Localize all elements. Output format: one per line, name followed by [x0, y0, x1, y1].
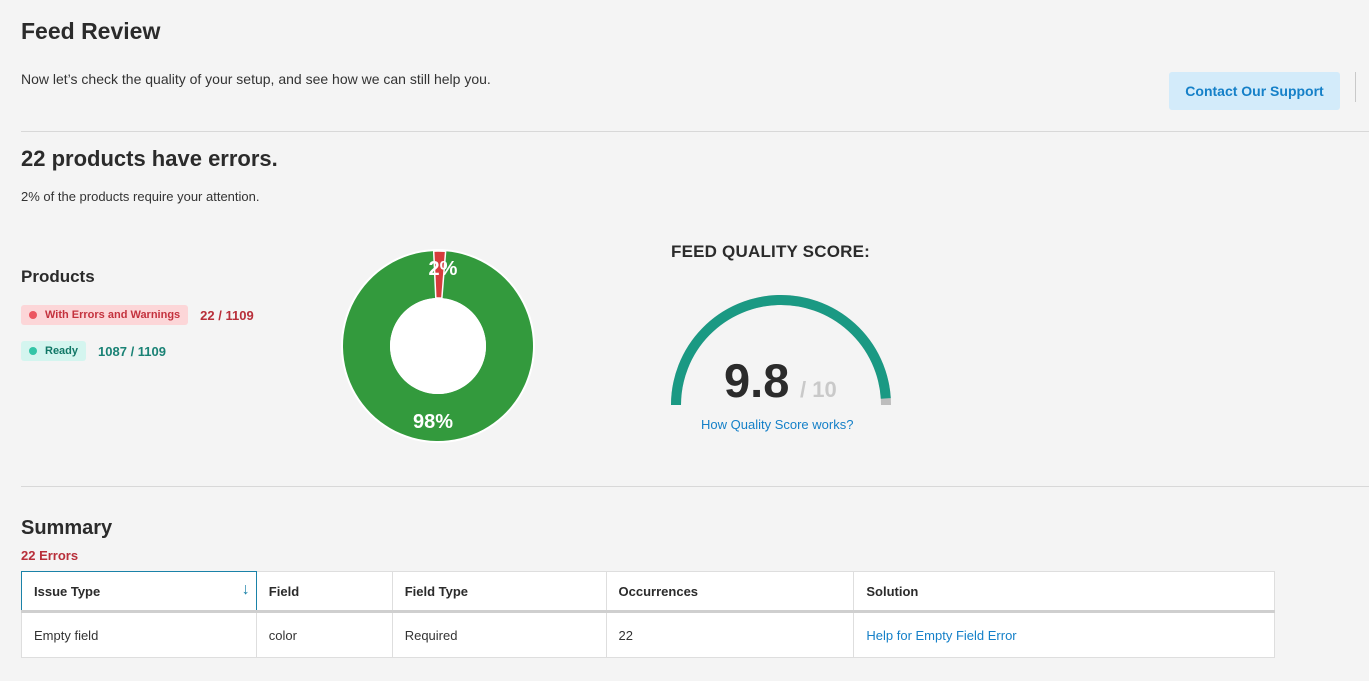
quality-gauge — [671, 295, 891, 406]
errors-badge: With Errors and Warnings — [21, 305, 189, 325]
column-header-occurrences[interactable]: Occurrences — [605, 571, 855, 613]
summary-errors-count: 22 Errors — [21, 548, 79, 563]
quality-score-value: 9.8 — [724, 354, 790, 407]
cell-field: color — [255, 611, 393, 658]
column-header-label: Issue Type — [34, 583, 101, 599]
cell-solution: Help for Empty Field Error — [853, 611, 1275, 658]
errors-badge-label: With Errors and Warnings — [45, 309, 181, 321]
donut-ready-label: 98% — [413, 411, 453, 433]
quality-score-title: FEED QUALITY SCORE: — [671, 242, 871, 261]
column-header-field-type[interactable]: Field Type — [391, 571, 607, 613]
quality-score-max: / 10 — [800, 377, 837, 402]
page-title: Feed Review — [21, 18, 161, 44]
gauge-score-arc — [671, 295, 891, 406]
section-divider — [21, 131, 1369, 132]
column-header-solution[interactable]: Solution — [853, 571, 1275, 613]
cell-field-type: Required — [391, 611, 607, 658]
errors-count: 22 / 1109 — [200, 307, 254, 323]
donut-error-label: 2% — [429, 258, 458, 280]
legend-ready: Ready 1087 / 1109 — [21, 341, 166, 361]
table-row: Empty field color Required 22 Help for E… — [21, 611, 1275, 658]
ready-dot-icon — [29, 347, 37, 355]
cell-occurrences: 22 — [605, 611, 855, 658]
quality-score-help-link[interactable]: How Quality Score works? — [701, 417, 854, 432]
products-donut-chart: 2% 98% — [341, 249, 535, 443]
section-divider — [21, 486, 1369, 487]
donut-hole — [390, 298, 486, 394]
summary-title: Summary — [21, 517, 113, 539]
errors-heading: 22 products have errors. — [21, 146, 278, 171]
legend-errors: With Errors and Warnings 22 / 1109 — [21, 305, 254, 325]
cell-issue-type: Empty field — [21, 611, 257, 658]
ready-count: 1087 / 1109 — [98, 343, 166, 359]
column-header-issue-type[interactable]: Issue Type ↓ — [21, 571, 257, 613]
header-divider — [1355, 72, 1356, 102]
page-subtitle: Now let’s check the quality of your setu… — [21, 71, 491, 87]
products-title: Products — [21, 267, 95, 286]
sort-arrow-down-icon[interactable]: ↓ — [241, 581, 250, 598]
ready-badge: Ready — [21, 341, 87, 361]
summary-table: Issue Type ↓ Field Field Type Occurrence… — [21, 571, 1275, 658]
column-header-field[interactable]: Field — [255, 571, 393, 613]
solution-help-link[interactable]: Help for Empty Field Error — [866, 627, 1017, 643]
error-dot-icon — [29, 311, 37, 319]
table-header-row: Issue Type ↓ Field Field Type Occurrence… — [21, 571, 1275, 613]
ready-badge-label: Ready — [45, 345, 79, 357]
errors-subtext: 2% of the products require your attentio… — [21, 189, 260, 204]
donut-ready-segment — [343, 251, 533, 441]
contact-support-button[interactable]: Contact Our Support — [1169, 72, 1340, 110]
